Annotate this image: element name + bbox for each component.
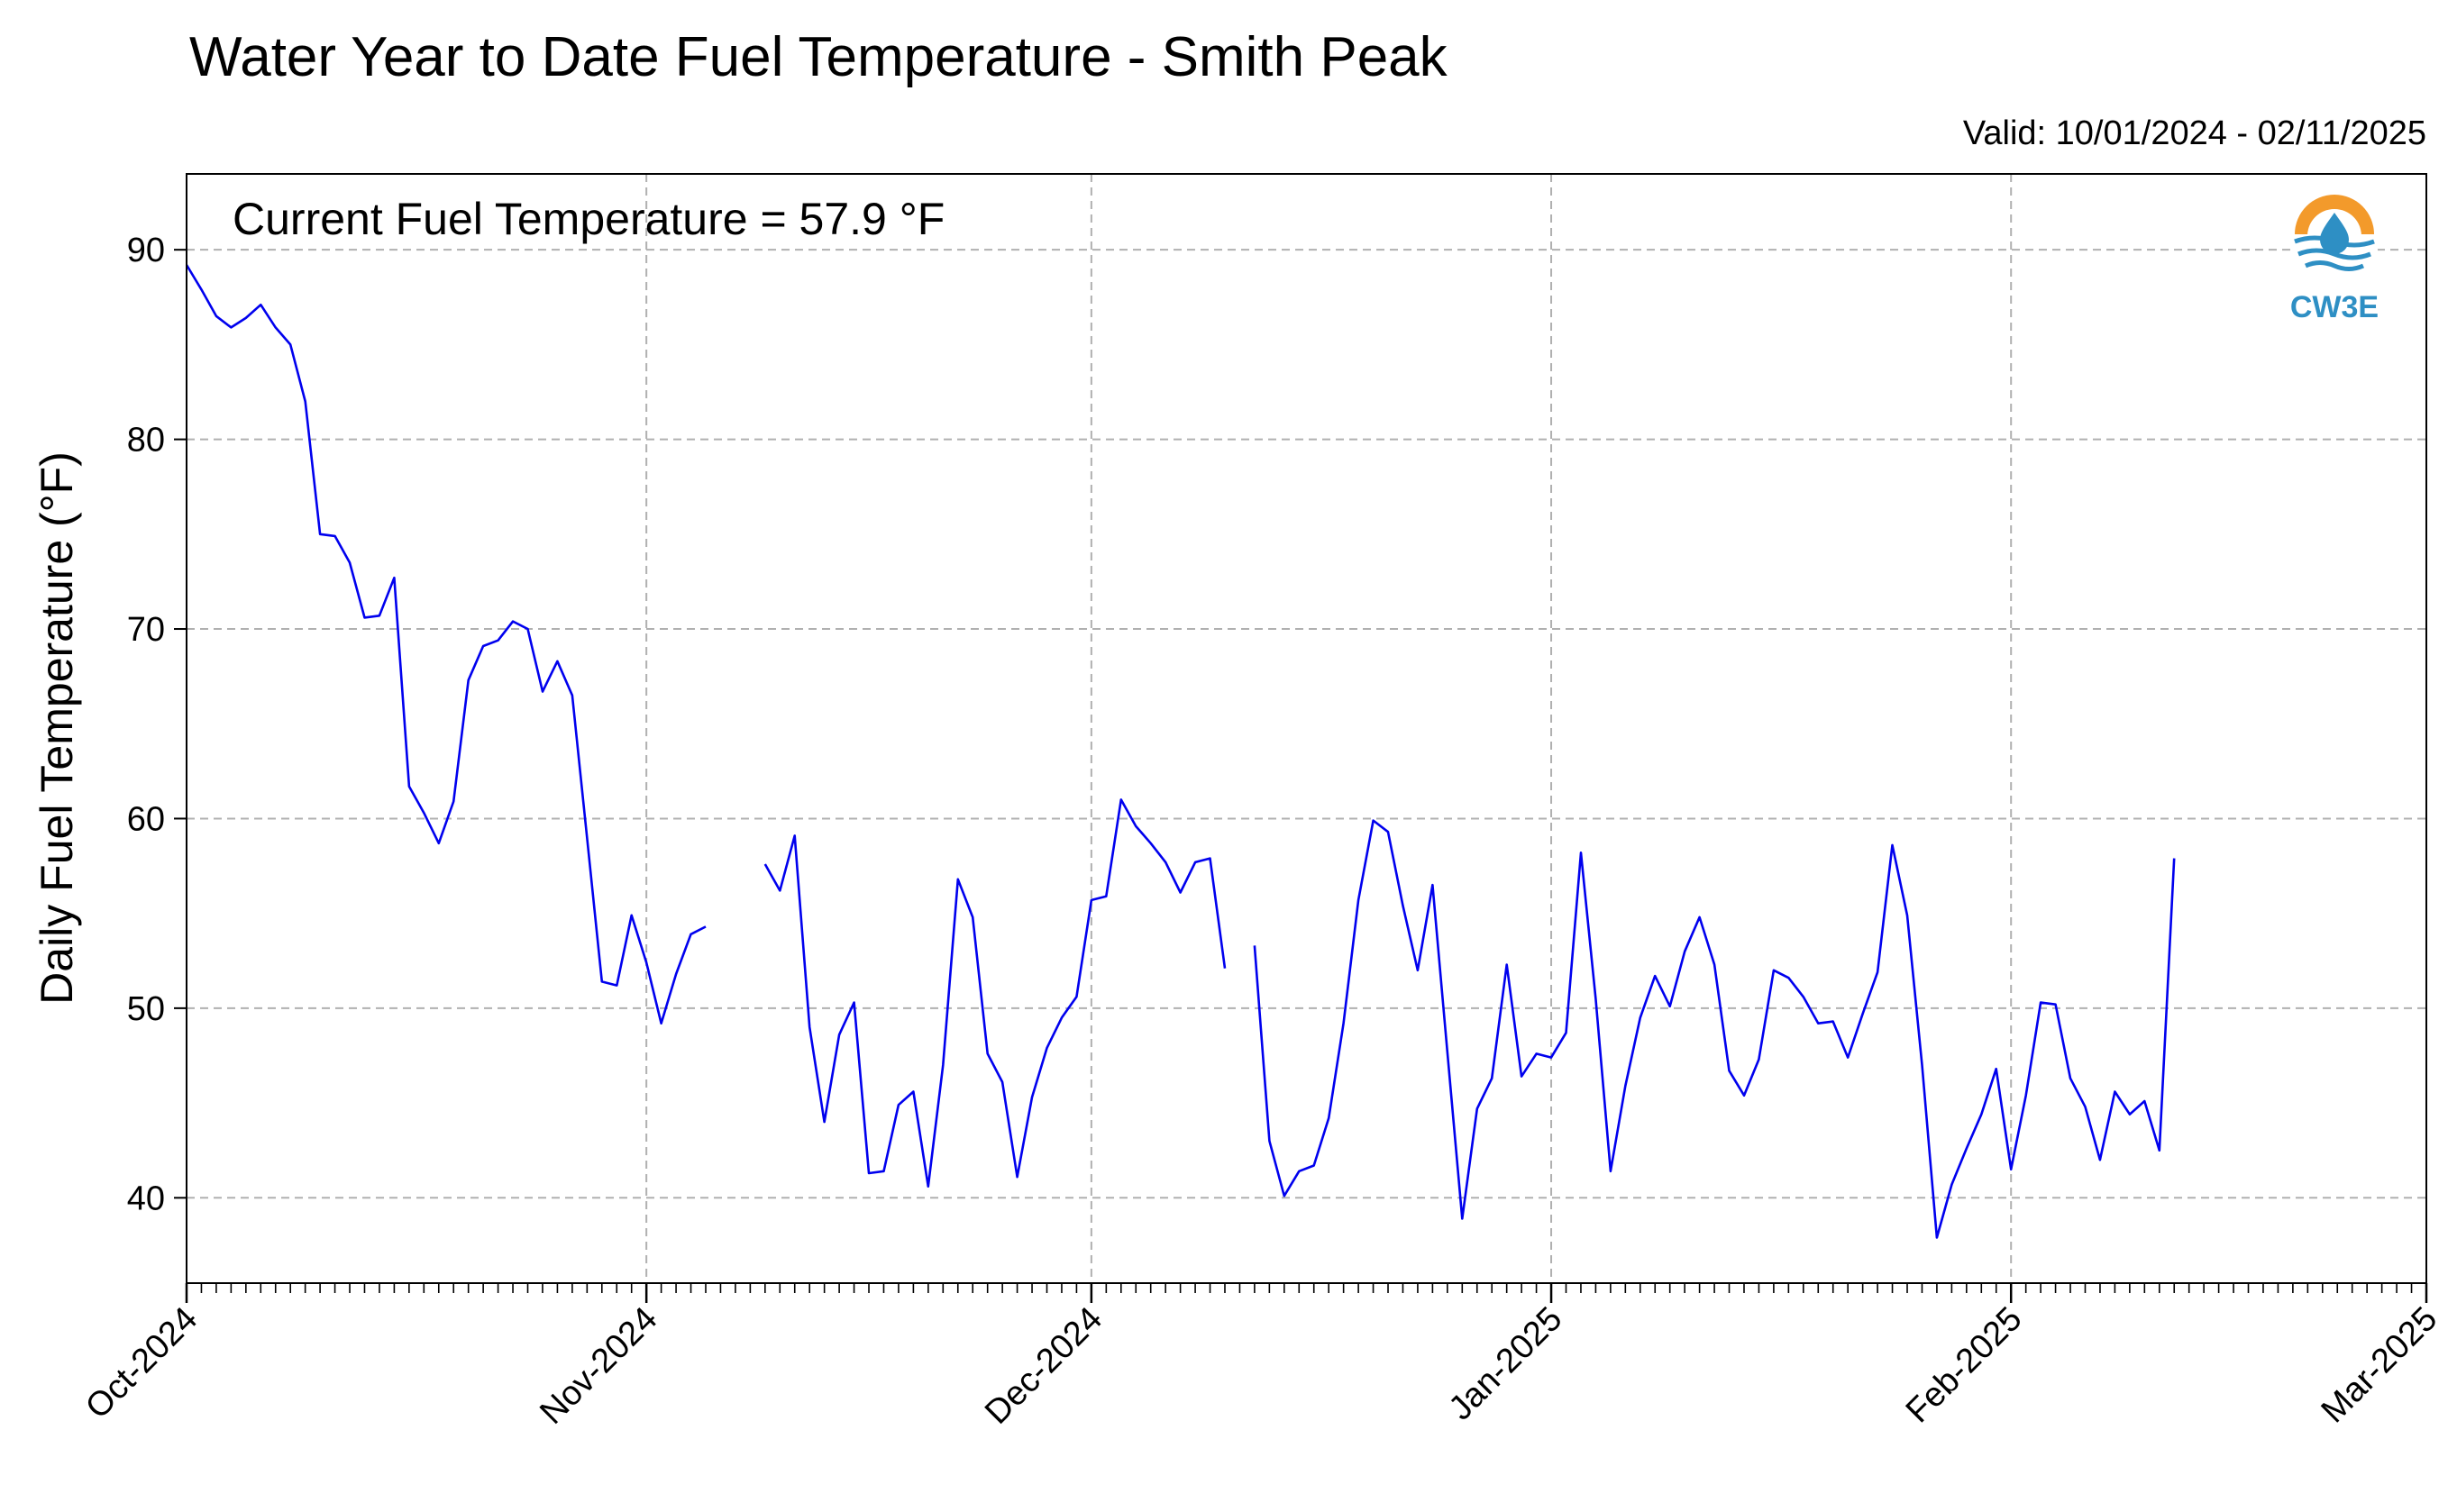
chart-title: Water Year to Date Fuel Temperature - Sm… [189, 26, 1448, 88]
x-tick-label: Jan-2025 [1442, 1300, 1570, 1428]
x-tick-label: Oct-2024 [78, 1300, 205, 1426]
x-tick-label: Mar-2025 [2315, 1300, 2445, 1431]
y-tick-label: 50 [127, 990, 165, 1028]
y-axis: 40 50 60 70 80 90 [127, 232, 187, 1217]
y-axis-label: Daily Fuel Temperature (°F) [32, 451, 82, 1005]
x-tick-label: Feb-2025 [1899, 1300, 2030, 1431]
x-tick-label: Dec-2024 [978, 1300, 1110, 1432]
valid-date-range: Valid: 10/01/2024 - 02/11/2025 [1963, 114, 2426, 152]
x-axis: Oct-2024 Nov-2024 Dec-2024 Jan-2025 Feb-2025… [78, 1283, 2444, 1432]
fuel-temperature-line [185, 264, 2176, 1239]
y-tick-label: 60 [127, 800, 165, 838]
plot-frame [186, 173, 2427, 1284]
y-tick-label: 90 [127, 232, 165, 269]
y-tick-label: 80 [127, 422, 165, 460]
grid-lines [187, 174, 2426, 1283]
x-tick-label: Nov-2024 [533, 1300, 664, 1432]
cw3e-logo: CW3E [2290, 195, 2379, 324]
logo-text: CW3E [2290, 290, 2379, 324]
y-tick-label: 40 [127, 1180, 165, 1217]
y-tick-label: 70 [127, 611, 165, 649]
series-group [185, 264, 2176, 1239]
current-fuel-temperature: Current Fuel Temperature = 57.9 °F [233, 194, 945, 244]
